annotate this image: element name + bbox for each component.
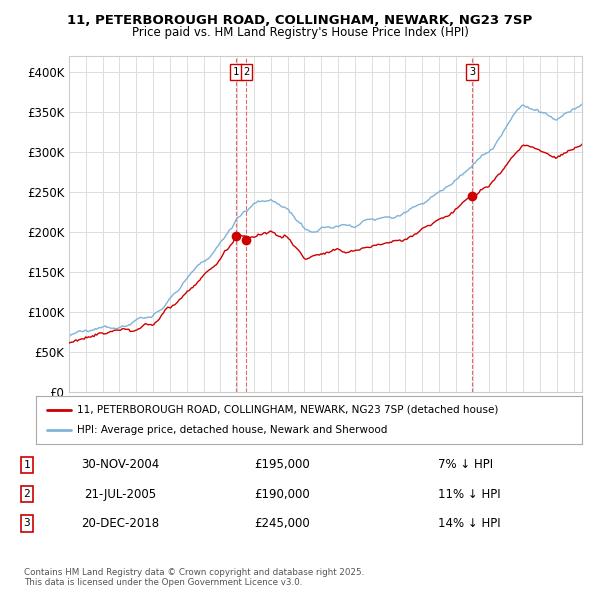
Text: 3: 3 [23, 519, 31, 529]
Text: 7% ↓ HPI: 7% ↓ HPI [438, 458, 493, 471]
Text: 3: 3 [469, 67, 475, 77]
Text: 20-DEC-2018: 20-DEC-2018 [81, 517, 159, 530]
Text: 30-NOV-2004: 30-NOV-2004 [81, 458, 159, 471]
Text: Price paid vs. HM Land Registry's House Price Index (HPI): Price paid vs. HM Land Registry's House … [131, 26, 469, 39]
Text: 21-JUL-2005: 21-JUL-2005 [84, 487, 156, 501]
Text: Contains HM Land Registry data © Crown copyright and database right 2025.
This d: Contains HM Land Registry data © Crown c… [24, 568, 364, 587]
Text: 14% ↓ HPI: 14% ↓ HPI [438, 517, 500, 530]
Text: £195,000: £195,000 [254, 458, 310, 471]
Text: 1: 1 [233, 67, 239, 77]
Text: 11, PETERBOROUGH ROAD, COLLINGHAM, NEWARK, NG23 7SP: 11, PETERBOROUGH ROAD, COLLINGHAM, NEWAR… [67, 14, 533, 27]
Text: 1: 1 [23, 460, 31, 470]
Text: £190,000: £190,000 [254, 487, 310, 501]
Text: 2: 2 [244, 67, 250, 77]
Text: HPI: Average price, detached house, Newark and Sherwood: HPI: Average price, detached house, Newa… [77, 425, 388, 435]
Text: 2: 2 [23, 489, 31, 499]
Text: 11% ↓ HPI: 11% ↓ HPI [438, 487, 500, 501]
Text: £245,000: £245,000 [254, 517, 310, 530]
Text: 11, PETERBOROUGH ROAD, COLLINGHAM, NEWARK, NG23 7SP (detached house): 11, PETERBOROUGH ROAD, COLLINGHAM, NEWAR… [77, 405, 499, 415]
